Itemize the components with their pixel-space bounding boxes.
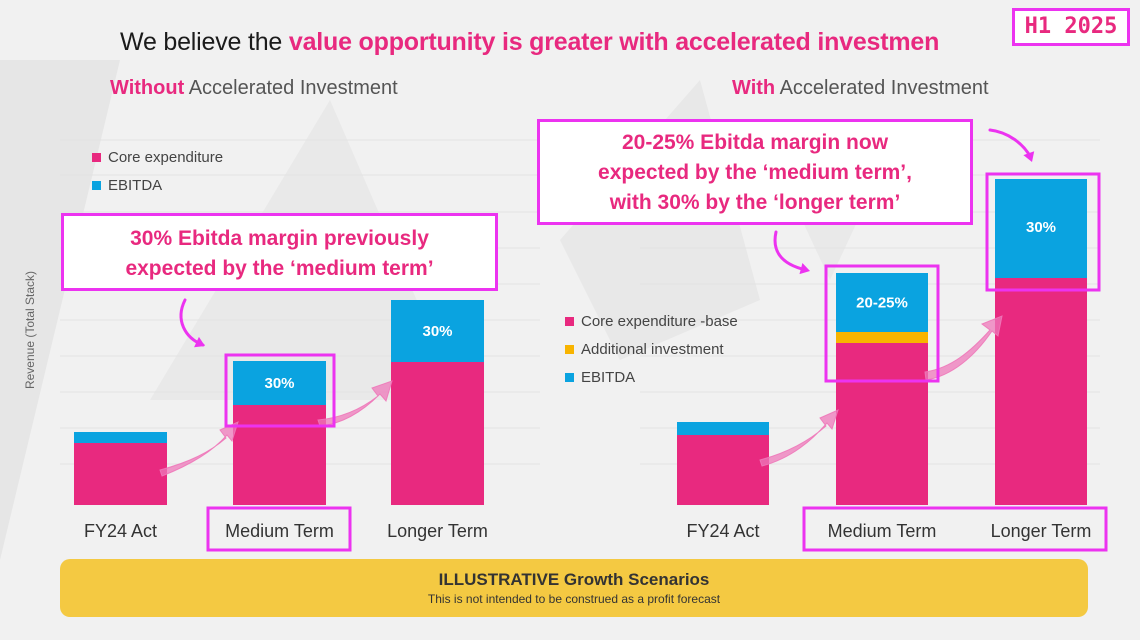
x-tick-label: FY24 Act — [84, 521, 157, 541]
legend-swatch-core-base — [565, 316, 574, 326]
legend-swatch-ebitda — [92, 180, 101, 190]
bar-core-expenditure-base-fy24-act — [677, 435, 769, 505]
x-tick-label: Longer Term — [387, 521, 488, 541]
callout-pointer-head — [194, 336, 205, 348]
legend-item-ebitda: EBITDA — [92, 171, 223, 199]
x-tick-label: FY24 Act — [686, 521, 759, 541]
callout-pointer — [988, 128, 1033, 160]
left-legend: Core expenditure EBITDA — [92, 143, 223, 199]
left-callout: 30% Ebitda margin previously expected by… — [61, 213, 498, 291]
callout-pointer-head — [799, 263, 810, 275]
bar-core-expenditure-base-longer-term — [995, 278, 1087, 505]
right-legend: Core expenditure -base Additional invest… — [565, 307, 738, 391]
bar-core-expenditure-fy24-act — [74, 443, 167, 505]
x-tick-label: Medium Term — [225, 521, 334, 541]
legend-swatch-core — [92, 152, 101, 162]
right-callout: 20-25% Ebitda margin now expected by the… — [537, 119, 973, 225]
data-label: 30% — [422, 323, 452, 340]
highlight-box-left-medium-label — [206, 506, 352, 552]
legend-item-additional: Additional investment — [565, 335, 738, 363]
legend-item-core: Core expenditure — [92, 143, 223, 171]
footer-title: ILLUSTRATIVE Growth Scenarios — [438, 570, 710, 589]
period-badge: H1 2025 — [1012, 8, 1130, 46]
legend-swatch-ebitda-right — [565, 372, 574, 382]
highlight-box-left-medium — [224, 353, 336, 428]
growth-arrow — [159, 421, 239, 477]
footer-banner: ILLUSTRATIVE Growth Scenarios This is no… — [60, 559, 1088, 617]
highlight-box-right-terms-label — [802, 506, 1108, 552]
legend-swatch-additional — [565, 344, 574, 354]
y-axis-label: Revenue (Total Stack) — [23, 270, 37, 390]
bar-ebitda-medium-term — [233, 361, 326, 405]
growth-arrow — [317, 380, 393, 427]
bar-core-expenditure-longer-term — [391, 362, 484, 505]
highlight-box-right-longer — [985, 172, 1101, 292]
callout-pointer-head — [1023, 151, 1035, 162]
bar-ebitda-medium-term — [836, 273, 928, 332]
x-tick-label: Longer Term — [991, 521, 1092, 541]
bar-ebitda-fy24-act — [74, 432, 167, 443]
highlight-box-right-medium — [824, 264, 940, 383]
legend-item-core-base: Core expenditure -base — [565, 307, 738, 335]
page-title: We believe the value opportunity is grea… — [120, 28, 940, 56]
bar-additional-investment-medium-term — [836, 332, 928, 343]
callout-pointer — [773, 230, 808, 272]
growth-arrow — [759, 409, 839, 467]
bar-core-expenditure-medium-term — [233, 405, 326, 505]
bar-ebitda-longer-term — [995, 179, 1087, 278]
left-subtitle: Without Accelerated Investment — [110, 77, 398, 99]
data-label: 30% — [264, 375, 294, 392]
legend-item-ebitda: EBITDA — [565, 363, 738, 391]
bar-core-expenditure-base-medium-term — [836, 343, 928, 505]
footer-note: This is not intended to be construed as … — [427, 592, 721, 606]
right-subtitle: With Accelerated Investment — [732, 77, 989, 99]
data-label: 20-25% — [856, 295, 908, 312]
growth-arrow — [924, 315, 1003, 381]
bar-ebitda-longer-term — [391, 300, 484, 362]
data-label: 30% — [1026, 219, 1056, 236]
x-tick-label: Medium Term — [828, 521, 937, 541]
bar-ebitda-fy24-act — [677, 422, 769, 435]
